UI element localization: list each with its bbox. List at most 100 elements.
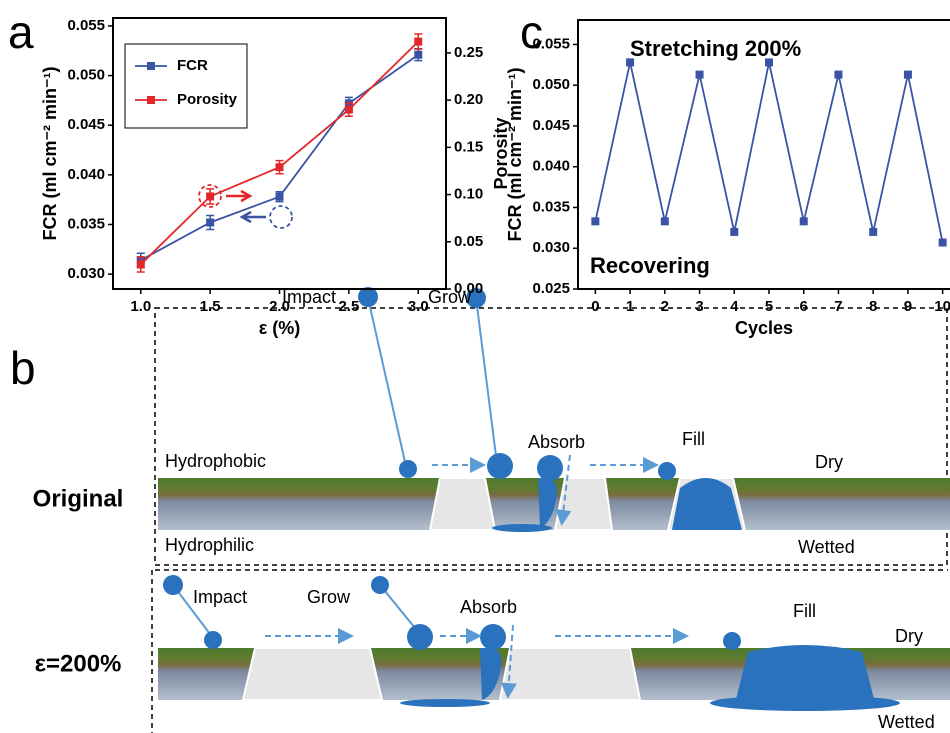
x-tick-label: 10 [934,298,950,315]
marker [591,217,599,225]
droplet [204,631,222,649]
x-axis-label: ε (%) [259,318,301,338]
x-tick-label: 3 [695,298,703,315]
path [476,298,496,456]
path [368,298,405,462]
label: Hydrophilic [165,535,254,555]
y-tick-label: 0.050 [532,76,570,93]
y-tick-label: 0.045 [67,116,105,133]
pore [243,648,382,700]
diagram: Original ε=200% Impact Grow Absorb Fill … [33,287,950,733]
marker [730,228,738,236]
y2-tick-label: 0.25 [454,44,483,61]
y2-tick-label: 0.15 [454,138,483,155]
y2-tick-label: 0.05 [454,233,483,250]
pore [430,478,495,530]
marker [904,71,912,79]
droplet [492,524,552,532]
marker [276,163,284,171]
droplet [399,460,417,478]
arrow [226,191,250,201]
panel-label: a [8,6,34,58]
legend-marker [147,62,155,70]
annotation: Recovering [590,253,710,278]
marker [276,193,284,201]
droplet [710,695,900,711]
y-tick-label: 0.030 [67,265,105,282]
droplet [723,632,741,650]
x-tick-label: 3.0 [408,298,429,315]
label: Dry [895,626,923,646]
marker [661,217,669,225]
droplet [163,575,183,595]
droplet [487,453,513,479]
y2-tick-label: 0.00 [454,280,483,297]
row-label: ε=200% [35,650,122,677]
droplet [407,624,433,650]
figure: a c b Original ε=200% Impact Grow Absorb… [0,0,950,733]
pore [555,478,612,530]
y-axis-label: FCR (ml cm⁻² min⁻¹) [40,66,60,240]
x-tick-label: 5 [765,298,773,315]
x-axis-label: Cycles [735,318,793,338]
x-tick-label: 0 [591,298,599,315]
x-tick-label: 9 [904,298,912,315]
marker [800,217,808,225]
label: Fill [682,429,705,449]
pore [500,648,640,700]
label: Wetted [798,537,855,557]
label: Wetted [878,712,935,732]
legend-marker [147,96,155,104]
y-tick-label: 0.040 [532,158,570,175]
droplet [537,455,563,481]
x-tick-label: 2.5 [338,298,359,315]
y-tick-label: 0.040 [67,166,105,183]
y-axis-label: FCR (ml cm⁻² min⁻¹) [505,67,525,241]
marker [834,71,842,79]
label: Grow [307,587,351,607]
marker [206,218,214,226]
y-tick-label: 0.035 [532,198,570,215]
label: Absorb [460,597,517,617]
row-label: Original [33,485,124,512]
label: Dry [815,452,843,472]
y2-tick-label: 0.20 [454,91,483,108]
annotation: Stretching 200% [630,36,801,61]
label: Impact [193,587,247,607]
legend-label: FCR [177,57,208,74]
droplet [400,699,490,707]
y2-tick-label: 0.10 [454,186,483,203]
marker [137,260,145,268]
droplet [480,624,506,650]
label: Fill [793,601,816,621]
x-tick-label: 7 [834,298,842,315]
highlight [270,206,292,228]
x-tick-label: 8 [869,298,877,315]
y-tick-label: 0.035 [67,215,105,232]
y-tick-label: 0.030 [532,239,570,256]
marker [939,239,947,247]
marker [414,38,422,46]
droplet [735,645,875,703]
x-tick-label: 1.0 [130,298,151,315]
x-tick-label: 6 [800,298,808,315]
y-tick-label: 0.025 [532,280,570,297]
y-tick-label: 0.045 [532,117,570,134]
droplet [371,576,389,594]
x-tick-label: 1 [626,298,634,315]
series-line [595,62,942,242]
marker [414,51,422,59]
marker [206,192,214,200]
marker [696,71,704,79]
marker [345,106,353,114]
marker [869,228,877,236]
y-tick-label: 0.050 [67,67,105,84]
x-tick-label: 2.0 [269,298,290,315]
y-tick-label: 0.055 [67,17,105,34]
x-tick-label: 1.5 [200,298,221,315]
panel-label: b [10,342,36,394]
label: Hydrophobic [165,451,266,471]
legend-label: Porosity [177,91,238,108]
label: Absorb [528,432,585,452]
x-tick-label: 2 [661,298,669,315]
